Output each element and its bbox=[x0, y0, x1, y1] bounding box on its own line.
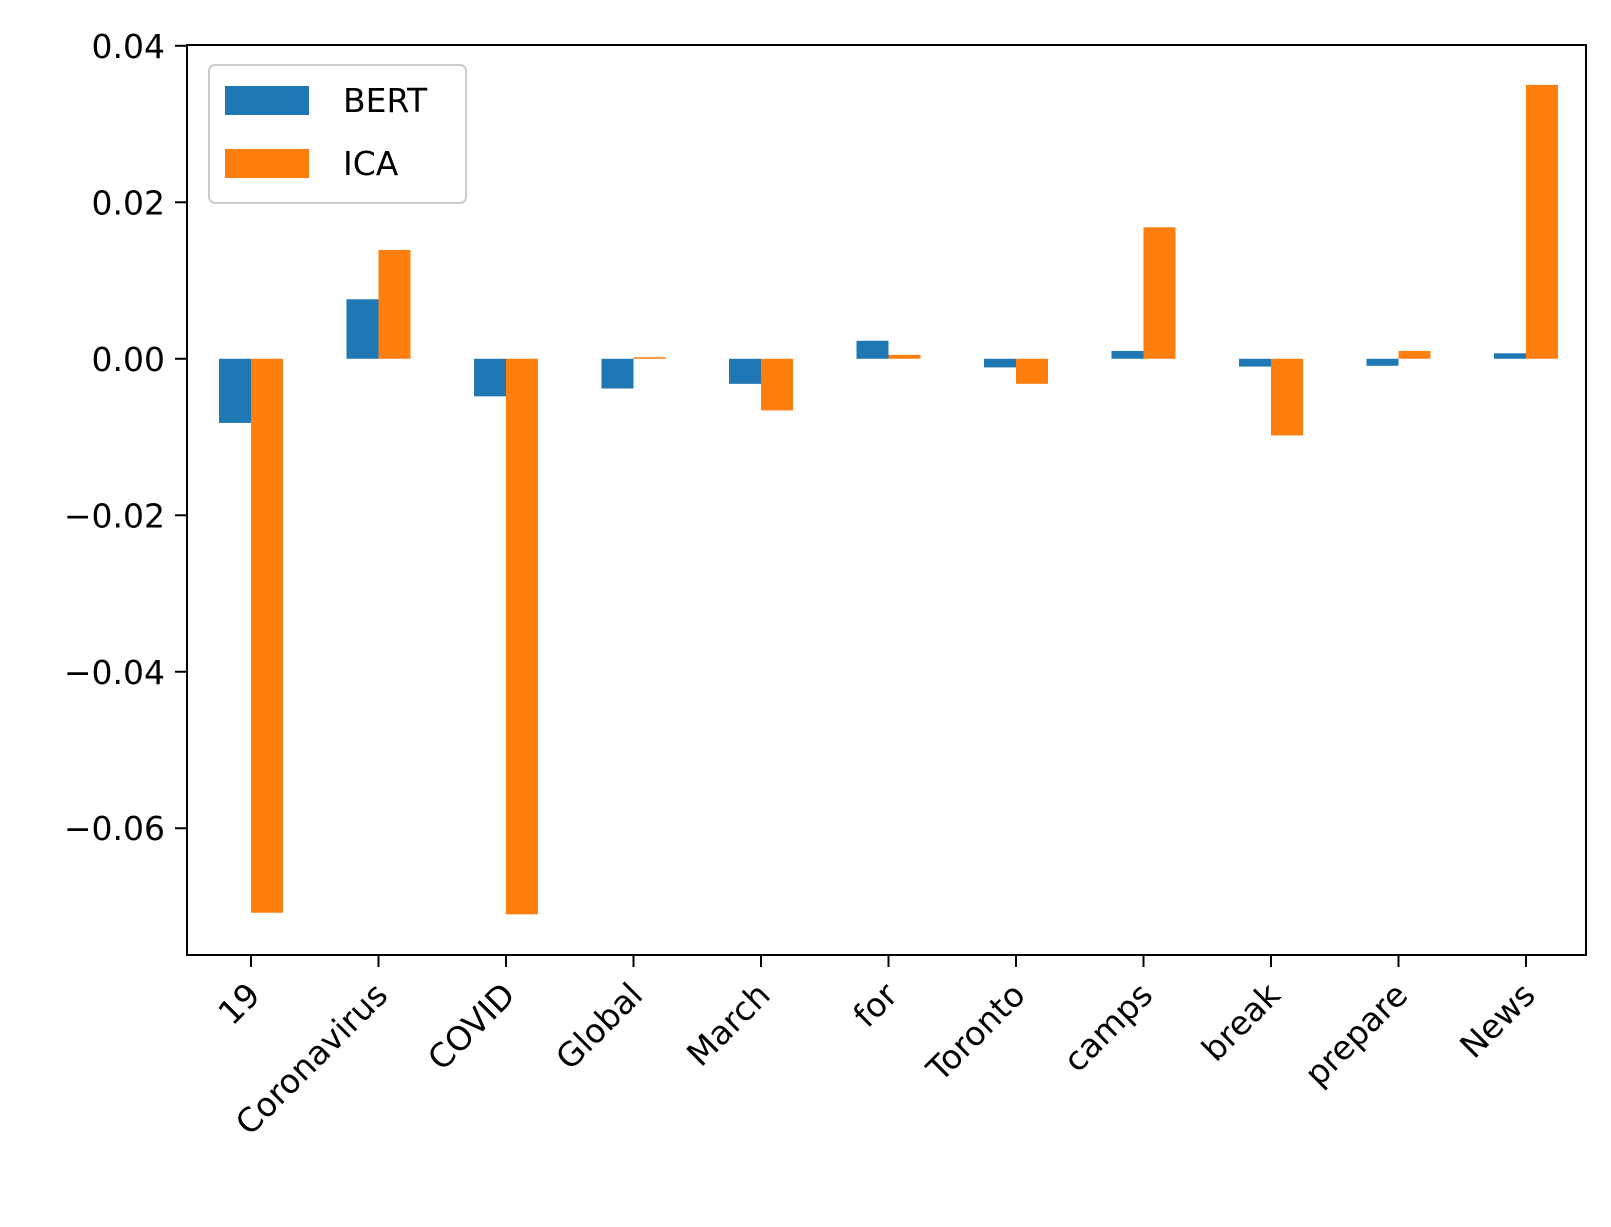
plot-frame bbox=[186, 44, 1587, 956]
bar-ica-march bbox=[761, 358, 793, 411]
legend-swatch-ica bbox=[225, 149, 309, 178]
y-tick-label: −0.04 bbox=[64, 653, 165, 692]
bar-bert-for bbox=[856, 340, 889, 359]
bar-bert-global bbox=[601, 358, 634, 389]
bar-ica-camps bbox=[1143, 227, 1176, 359]
bar-bert-march bbox=[729, 358, 761, 384]
bar-ica-for bbox=[888, 354, 921, 359]
bar-ica-covid bbox=[506, 358, 538, 915]
bar-bert-covid bbox=[474, 358, 506, 397]
y-tick-label: 0.02 bbox=[92, 183, 165, 222]
bar-ica-prepare bbox=[1398, 350, 1431, 359]
bars-layer bbox=[219, 84, 1558, 915]
y-tick-label: −0.02 bbox=[64, 496, 165, 535]
bar-ica-news bbox=[1526, 84, 1558, 359]
bar-bert-prepare bbox=[1366, 358, 1399, 366]
y-tick-label: 0.00 bbox=[92, 340, 165, 379]
y-tick-label: 0.04 bbox=[92, 27, 165, 66]
y-axis: −0.06 −0.04 −0.02 0.00 0.02 0.04 bbox=[64, 27, 187, 848]
legend-swatch-bert bbox=[225, 86, 309, 115]
bar-ica-coronavirus bbox=[378, 250, 411, 359]
bar-bert-news bbox=[1494, 353, 1526, 359]
bar-bert-coronavirus bbox=[346, 299, 379, 359]
legend-box bbox=[208, 64, 467, 204]
legend-label-ica: ICA bbox=[343, 144, 399, 183]
bar-ica-global bbox=[633, 357, 666, 359]
bar-bert-break bbox=[1239, 358, 1271, 367]
legend: BERT ICA bbox=[208, 64, 467, 204]
y-tick-label: −0.06 bbox=[64, 809, 165, 848]
bar-ica-toronto bbox=[1016, 358, 1048, 384]
bar-ica-19 bbox=[251, 358, 283, 913]
bar-bert-camps bbox=[1111, 350, 1144, 359]
bar-bert-toronto bbox=[984, 358, 1016, 368]
bar-ica-break bbox=[1271, 358, 1303, 436]
bar-bert-19 bbox=[219, 358, 251, 423]
legend-label-bert: BERT bbox=[343, 81, 428, 120]
